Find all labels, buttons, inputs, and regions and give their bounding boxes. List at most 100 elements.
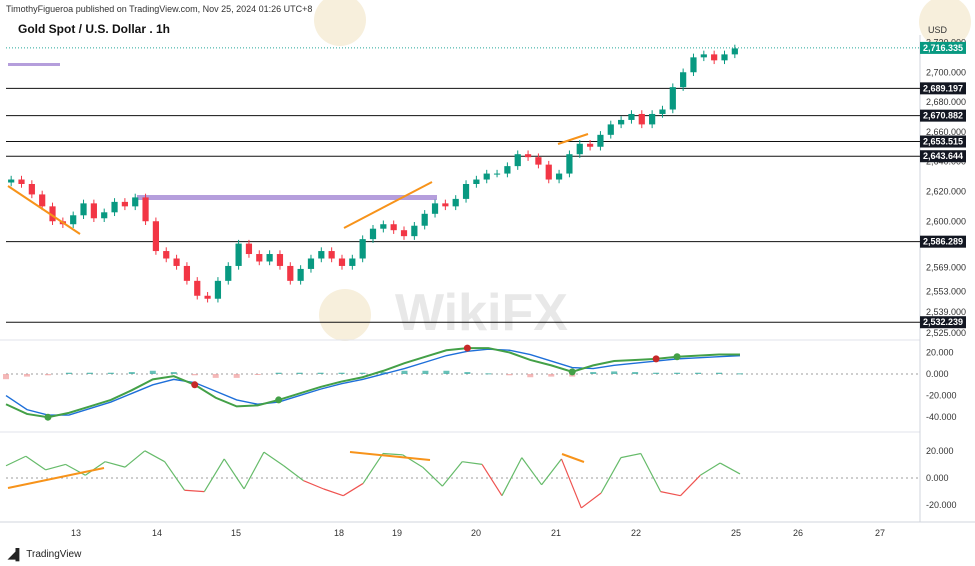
trendline <box>343 181 433 229</box>
candle <box>49 206 56 222</box>
macd-histogram-bar <box>695 372 702 374</box>
osc-tick-label: 0.000 <box>926 473 949 483</box>
osc-line-segment <box>700 462 721 476</box>
candle <box>442 203 449 207</box>
macd-histogram-bar <box>422 370 429 374</box>
candle <box>132 197 139 207</box>
macd-histogram-bar <box>716 372 723 374</box>
osc-line-segment <box>323 488 344 497</box>
candle <box>287 265 294 281</box>
osc-line-segment <box>203 458 225 492</box>
candle <box>411 225 418 237</box>
macd-histogram-bar <box>107 372 114 374</box>
candle <box>721 54 728 61</box>
macd-histogram-bar <box>233 374 240 378</box>
candle <box>349 258 356 266</box>
macd-cross-dot <box>568 368 576 376</box>
price-tick-label: 2,525.000 <box>926 328 966 338</box>
candle <box>297 268 304 281</box>
candle <box>680 72 687 88</box>
time-tick-label: 18 <box>334 528 344 538</box>
osc-line-segment <box>521 457 543 486</box>
osc-line-segment <box>223 458 245 490</box>
osc-line-segment <box>660 491 681 497</box>
candle <box>452 198 459 207</box>
osc-line-segment <box>263 451 285 467</box>
candle <box>473 179 480 184</box>
candle <box>28 184 35 195</box>
candle <box>142 197 149 222</box>
candle <box>225 265 232 281</box>
trendline <box>557 133 589 145</box>
candle <box>524 154 532 158</box>
osc-line-segment <box>164 461 186 491</box>
macd-histogram-bar <box>44 374 51 376</box>
page-title: Gold Spot / U.S. Dollar . 1h <box>18 22 171 36</box>
price-tick-label: 2,539.000 <box>926 307 966 317</box>
candle <box>359 239 366 259</box>
candle <box>669 87 676 110</box>
last-price-badge <box>920 41 966 54</box>
price-tick-label: 2,569.000 <box>926 262 966 272</box>
osc-line-segment <box>719 462 741 475</box>
time-tick-label: 27 <box>875 528 885 538</box>
osc-line-segment <box>441 461 463 487</box>
osc-line-segment <box>560 458 582 509</box>
macd-histogram-bar <box>506 374 513 376</box>
macd-signal-line <box>5 348 741 416</box>
macd-cross-dot <box>44 413 52 421</box>
osc-line-segment <box>481 464 503 497</box>
candle <box>462 184 470 199</box>
osc-line-segment <box>25 455 47 471</box>
candle <box>576 143 583 155</box>
price-level-label: 2,670.882 <box>923 111 963 121</box>
osc-line-segment <box>124 450 146 468</box>
candle <box>318 251 325 259</box>
osc-line-segment <box>362 453 384 484</box>
macd-histogram-bar <box>149 370 156 374</box>
price-tick-label: 2,680.000 <box>926 97 966 107</box>
osc-line-segment <box>342 482 364 497</box>
osc-trendline <box>349 451 431 461</box>
candle <box>369 228 377 240</box>
macd-histogram-bar <box>254 374 261 375</box>
candle <box>256 254 263 262</box>
macd-histogram-bar <box>128 372 135 374</box>
candle <box>307 258 315 269</box>
price-level-badge <box>920 150 966 163</box>
time-tick-label: 20 <box>471 528 481 538</box>
macd-cross-dot <box>673 353 681 361</box>
macd-histogram-bar <box>548 374 555 377</box>
price-tick-label: 2,620.000 <box>926 186 966 196</box>
price-tick-label: 2,700.000 <box>926 67 966 77</box>
time-tick-label: 15 <box>231 528 241 538</box>
osc-line-segment <box>283 465 304 482</box>
macd-histogram-bar <box>212 374 219 378</box>
candle <box>80 203 87 216</box>
candle <box>628 113 635 120</box>
osc-line-segment <box>501 457 523 496</box>
macd-histogram-bar <box>170 372 177 374</box>
osc-line-segment <box>382 452 403 456</box>
candle <box>18 179 25 184</box>
price-level-badge <box>920 109 966 122</box>
candle <box>690 57 697 73</box>
osc-line-segment <box>184 489 205 493</box>
range-box <box>137 195 437 200</box>
candle <box>204 295 211 299</box>
candle <box>101 212 108 219</box>
price-level-label: 2,586.289 <box>923 237 963 247</box>
tradingview-logo[interactable]: ◢▌ TradingView <box>8 548 81 561</box>
macd-cross-dot <box>191 381 199 389</box>
macd-histogram-bar <box>590 372 597 374</box>
candle <box>555 173 563 180</box>
trendline <box>7 185 81 235</box>
candle <box>504 166 511 174</box>
time-tick-label: 19 <box>392 528 402 538</box>
candle <box>493 173 501 175</box>
candle <box>8 179 15 183</box>
macd-line <box>5 347 740 419</box>
macd-histogram-bar <box>86 372 93 374</box>
macd-histogram-bar <box>65 372 72 374</box>
